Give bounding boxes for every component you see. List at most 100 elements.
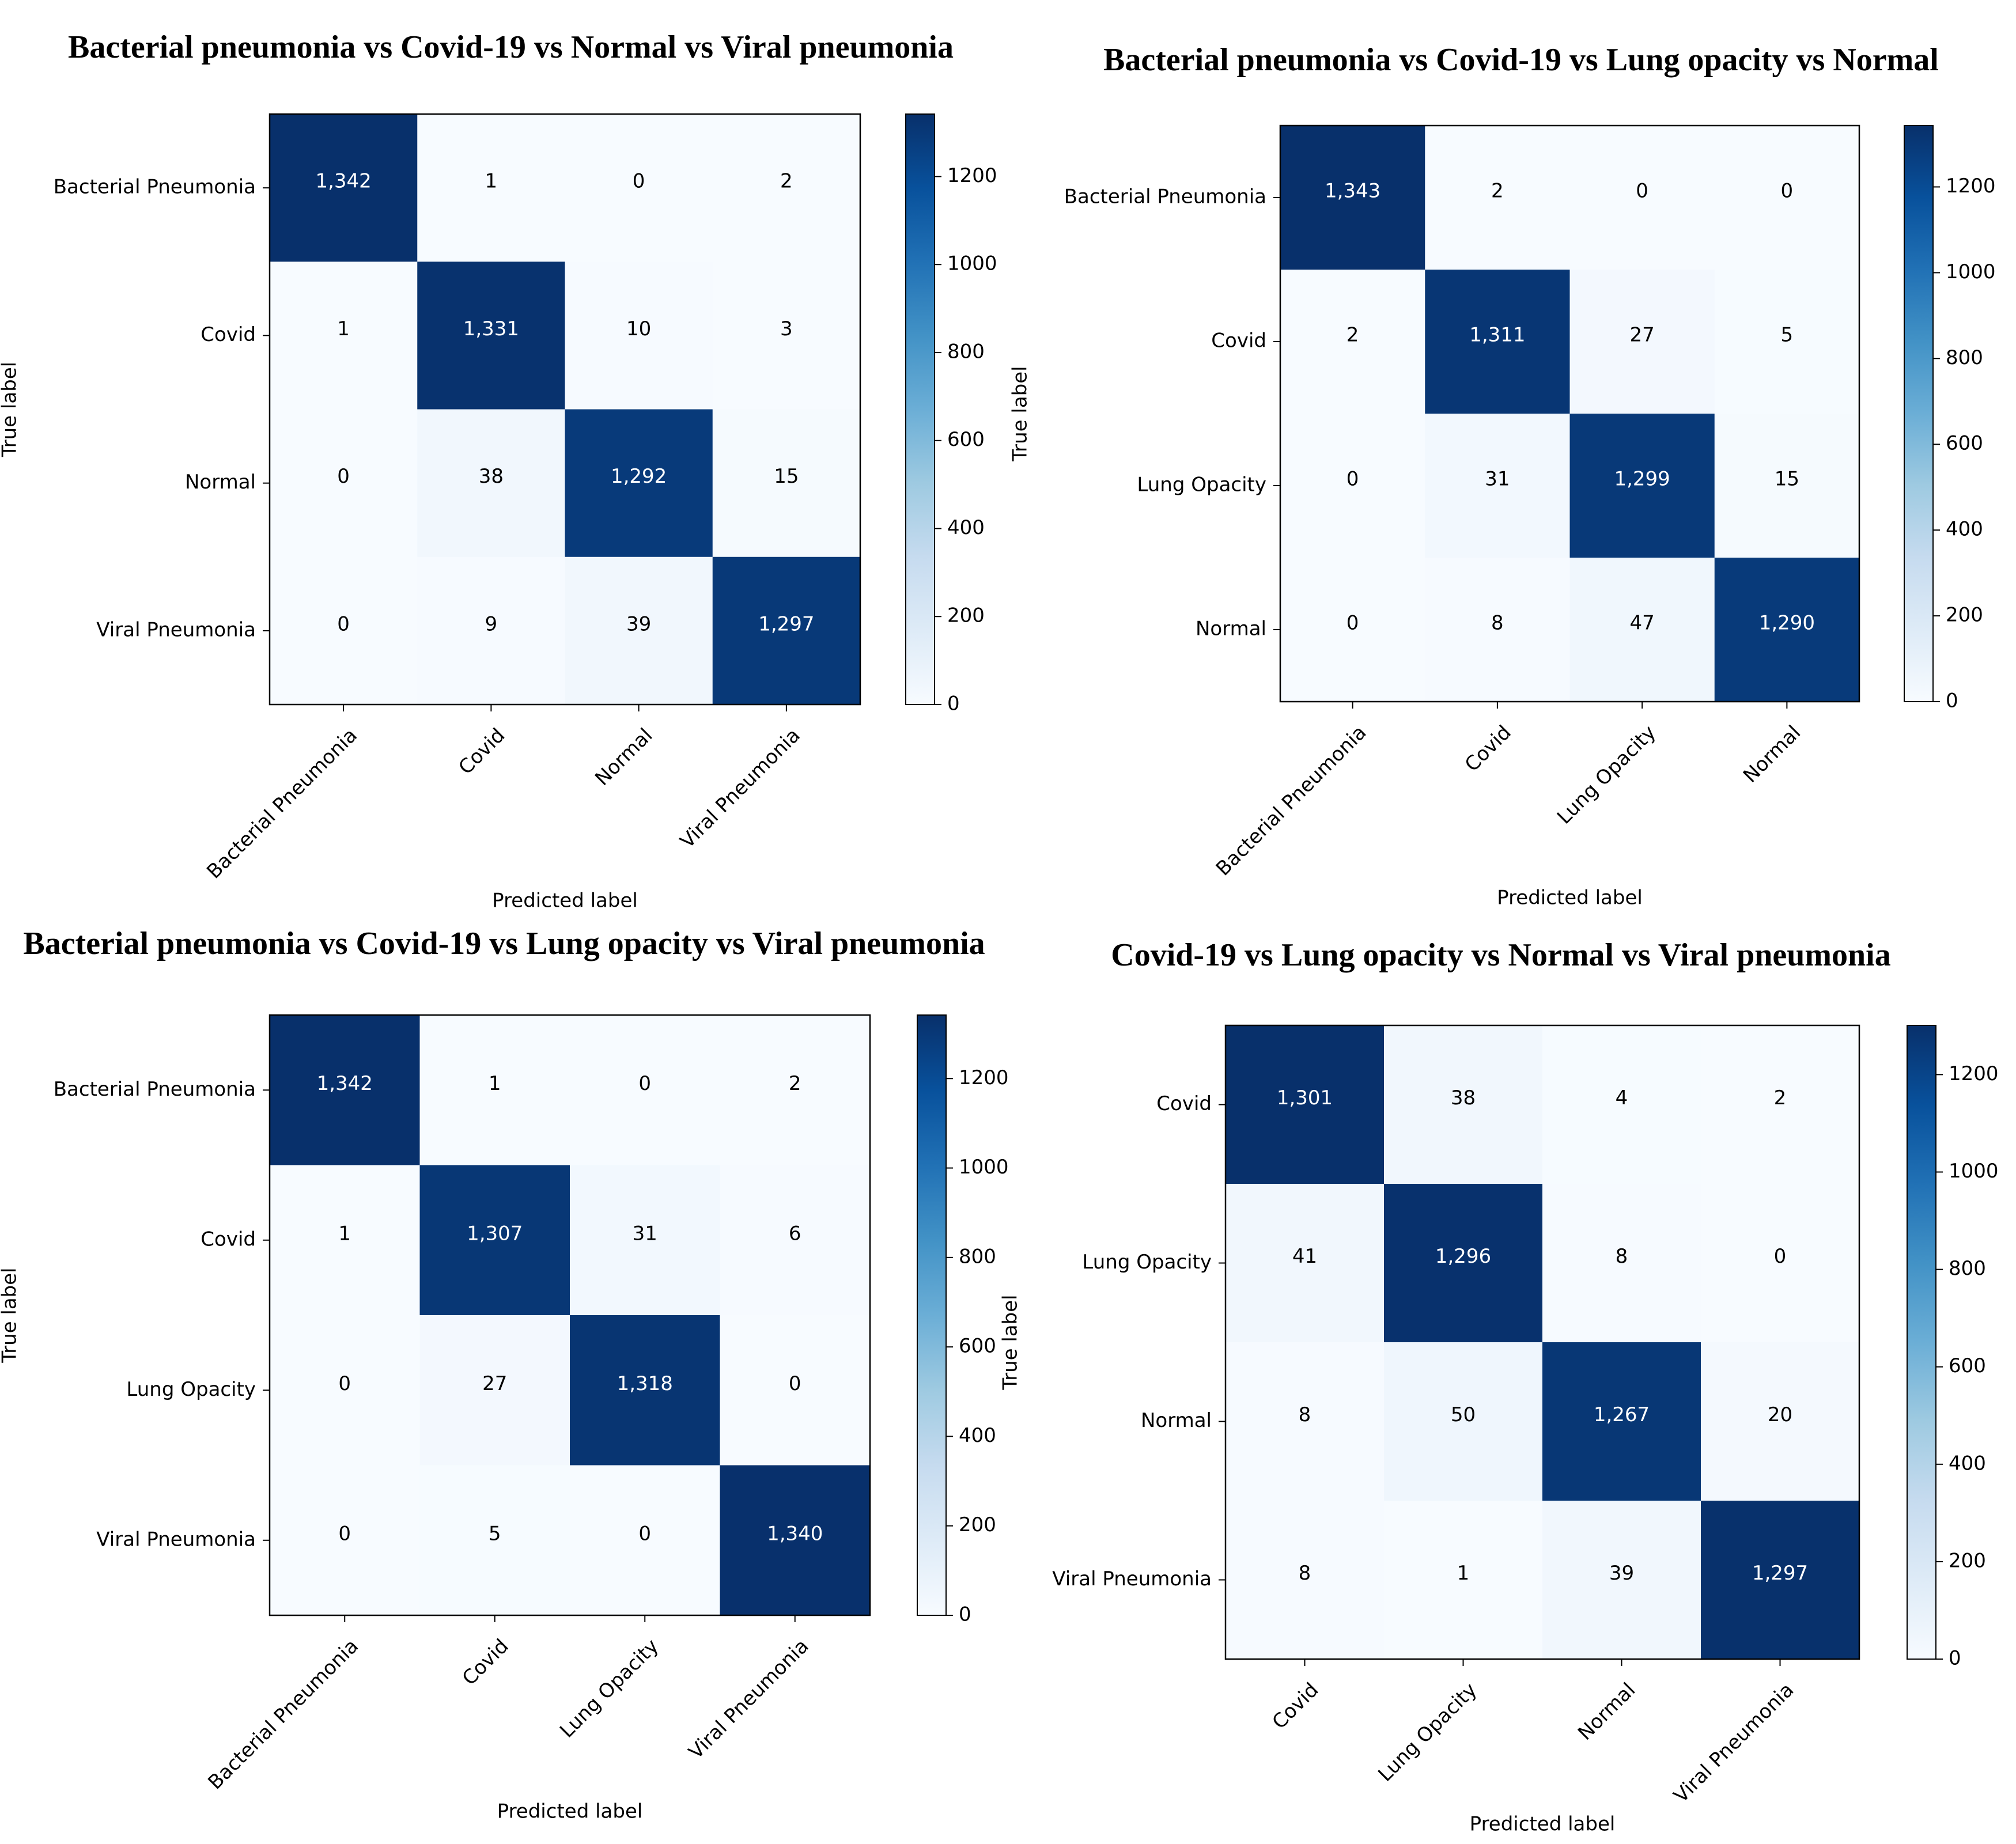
panel-1-cell [417, 409, 565, 558]
panel-2-cell [1425, 558, 1570, 702]
panel-3-cell [720, 1015, 871, 1165]
panel-2-cell [1714, 126, 1860, 270]
panel-4-cell [1384, 1025, 1543, 1184]
panel-4-xtick-label: Normal [1574, 1679, 1640, 1745]
panel-2-cell [1569, 558, 1715, 702]
panel-4-colorbar [1907, 1025, 1936, 1660]
panel-4-cell [1226, 1501, 1385, 1660]
panel-4-ytick-label: Covid [1156, 1092, 1212, 1115]
panel-4-cell-label: 1,296 [1435, 1245, 1491, 1268]
panel-2-cell-label: 15 [1775, 468, 1799, 491]
panel-2-cell [1714, 414, 1860, 558]
panel-3-cell [270, 1165, 420, 1316]
panel-1-xtick-label: Covid [454, 724, 509, 779]
panel-3-cell-label: 0 [338, 1372, 351, 1395]
panel-3-title: Bacterial pneumonia vs Covid-19 vs Lung … [23, 926, 985, 961]
panel-1-cell [270, 262, 418, 410]
panel-4-cell [1701, 1184, 1860, 1343]
panel-1-xtick-label: Viral Pneumonia [676, 724, 805, 853]
panel-4-cell-label: 20 [1768, 1403, 1792, 1426]
panel-2-cell-label: 1,290 [1759, 612, 1815, 635]
panel-1-cell [270, 556, 418, 705]
panel-1-cell [417, 556, 565, 705]
panel-3-cell-label: 1,342 [317, 1072, 373, 1095]
panel-3-cell-label: 1,307 [467, 1222, 523, 1245]
panel-1-cell-label: 9 [485, 612, 498, 635]
panel-4-colorbar-tick-label: 1200 [1949, 1062, 1999, 1085]
panel-2-ytick-label: Covid [1211, 330, 1266, 353]
panel-3-cell-label: 1,318 [617, 1372, 673, 1395]
panel-4-cell-label: 0 [1774, 1245, 1787, 1268]
panel-2-colorbar-tick-label: 400 [1946, 518, 1983, 541]
panel-4-cell-label: 4 [1616, 1086, 1628, 1110]
panel-4-xtick-label: Covid [1268, 1679, 1323, 1734]
panel-2-cell [1280, 270, 1425, 414]
panel-4-colorbar-tick-label: 600 [1949, 1354, 1986, 1377]
panel-2-colorbar-tick-label: 0 [1946, 690, 1958, 713]
panel-4-cell [1542, 1184, 1701, 1343]
panel-2-cell [1714, 270, 1860, 414]
panel-3-cell [419, 1015, 570, 1165]
panel-4-cell [1226, 1342, 1385, 1501]
panel-3-colorbar-tick-label: 1200 [959, 1066, 1009, 1089]
panel-1-cell-label: 0 [633, 170, 645, 193]
panel-3-cell [720, 1465, 871, 1616]
panel-3-cell [270, 1315, 420, 1466]
panel-2-cell-label: 27 [1629, 324, 1654, 347]
panel-2-cell-label: 2 [1491, 180, 1504, 203]
panel-4-title: Covid-19 vs Lung opacity vs Normal vs Vi… [1111, 937, 1891, 973]
panel-1-cell-label: 39 [626, 612, 651, 635]
panel-4-cell [1701, 1342, 1860, 1501]
panel-2-cell-label: 1,343 [1325, 180, 1380, 203]
panel-3-cell-label: 1,340 [767, 1522, 823, 1545]
panel-4-frame [1224, 1024, 1860, 1660]
panel-3-cell-label: 31 [633, 1222, 657, 1245]
panel-2-colorbar [1904, 125, 1934, 702]
panel-4-cell-label: 8 [1616, 1245, 1628, 1268]
panel-3-cell-label: 27 [482, 1372, 507, 1395]
panel-1-frame [268, 113, 861, 706]
panel-1-cell [270, 114, 418, 262]
panel-2-cell [1714, 558, 1860, 702]
panel-2-cell-label: 0 [1781, 180, 1794, 203]
panel-2-xtick-label: Covid [1461, 721, 1516, 777]
panel-3-ytick-label: Lung Opacity [126, 1378, 256, 1401]
panel-1-cell-label: 1,342 [315, 170, 371, 193]
panel-2-cell [1569, 126, 1715, 270]
panel-1-cell-label: 10 [626, 317, 651, 340]
panel-4-cell-label: 1,297 [1752, 1562, 1808, 1585]
panel-1-ylabel: True label [0, 362, 21, 457]
panel-3-cell-label: 0 [638, 1072, 651, 1095]
panel-4-cell-label: 2 [1774, 1086, 1787, 1110]
panel-1-cell [565, 556, 713, 705]
panel-2-cell-label: 2 [1346, 324, 1359, 347]
panel-1-cell-label: 1,297 [758, 612, 814, 635]
panel-3-cell [270, 1015, 420, 1165]
panel-3-cell [270, 1465, 420, 1616]
panel-1-cell-label: 0 [337, 465, 350, 488]
panel-2-colorbar-tick-label: 1000 [1946, 260, 1996, 283]
panel-1-cell [417, 262, 565, 410]
panel-2-cell-label: 1,311 [1469, 324, 1525, 347]
panel-2-ylabel: True label [1009, 366, 1032, 461]
panel-3-cell [419, 1315, 570, 1466]
panel-3-colorbar [917, 1014, 947, 1616]
panel-2-ytick-label: Lung Opacity [1137, 474, 1266, 497]
panel-3-cell-label: 6 [789, 1222, 801, 1245]
panel-2-title: Bacterial pneumonia vs Covid-19 vs Lung … [1103, 42, 1939, 78]
panel-3-cell-label: 0 [638, 1522, 651, 1545]
panel-2-colorbar-tick-label: 1200 [1946, 175, 1996, 198]
panel-1-cell [565, 409, 713, 558]
panel-4-ytick-label: Normal [1141, 1409, 1212, 1432]
panel-3-xtick-label: Lung Opacity [555, 1635, 663, 1743]
panel-2-cell [1425, 270, 1570, 414]
panel-4-cell [1384, 1501, 1543, 1660]
panel-1-xtick-label: Normal [591, 724, 657, 790]
panel-2-cell-label: 0 [1346, 468, 1359, 491]
panel-3-colorbar-tick-label: 200 [959, 1513, 996, 1536]
panel-2-xtick-label: Bacterial Pneumonia [1212, 721, 1371, 881]
panel-2-colorbar-tick-label: 200 [1946, 604, 1983, 627]
panel-3-cell-label: 1 [489, 1072, 501, 1095]
panel-4-colorbar-tick-label: 1000 [1949, 1160, 1999, 1183]
